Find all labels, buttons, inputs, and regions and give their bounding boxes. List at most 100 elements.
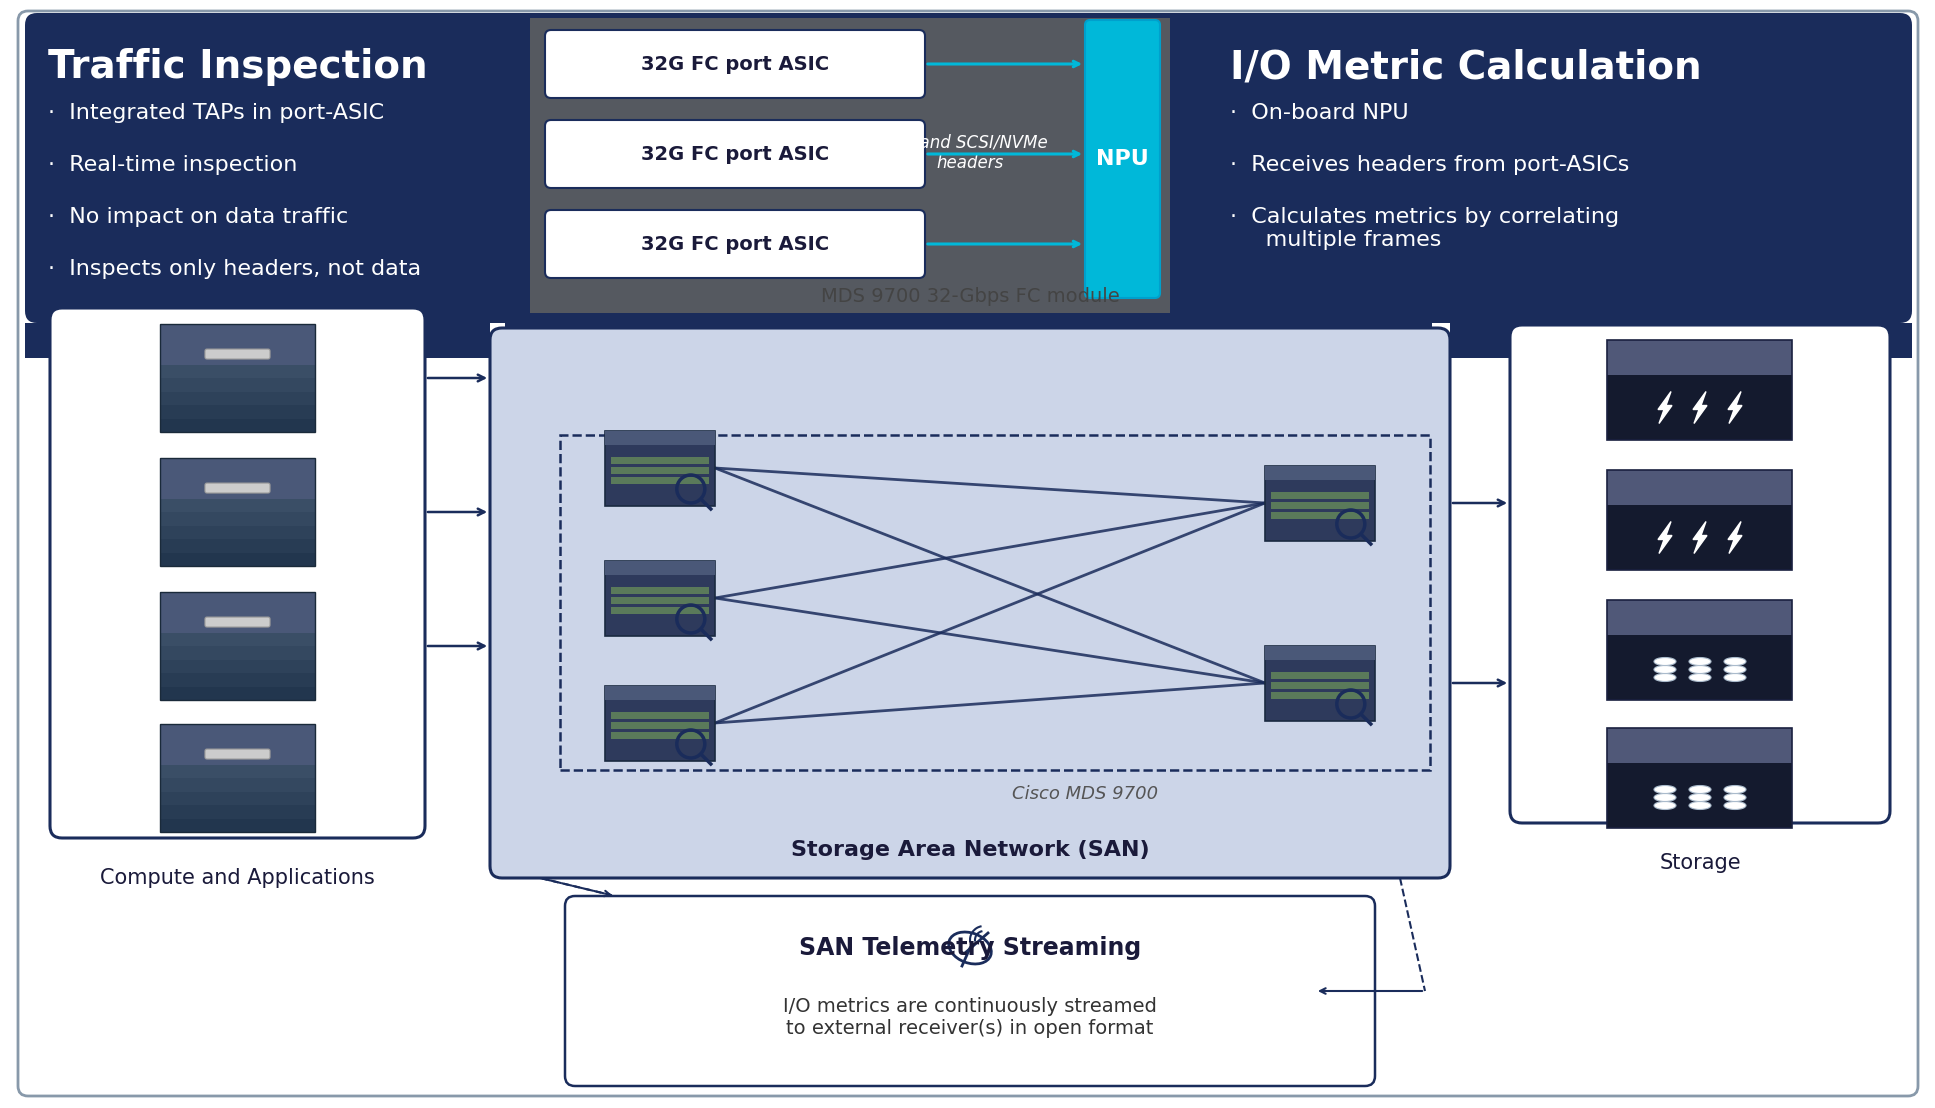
Bar bbox=[161, 512, 315, 526]
Ellipse shape bbox=[1724, 674, 1745, 681]
Bar bbox=[559, 435, 1430, 770]
FancyBboxPatch shape bbox=[490, 328, 1449, 878]
Bar bbox=[1608, 728, 1792, 828]
Bar bbox=[161, 792, 315, 806]
Bar bbox=[611, 721, 708, 728]
Ellipse shape bbox=[1689, 666, 1711, 674]
Bar bbox=[611, 466, 708, 473]
Bar bbox=[1608, 375, 1792, 440]
Text: FC and SCSI/NVMe
headers: FC and SCSI/NVMe headers bbox=[892, 134, 1047, 173]
Bar bbox=[1265, 646, 1376, 720]
Text: 32G FC port ASIC: 32G FC port ASIC bbox=[640, 144, 828, 164]
Bar bbox=[1608, 601, 1792, 700]
Bar bbox=[161, 646, 315, 660]
Bar bbox=[161, 499, 315, 512]
Text: ·  Receives headers from port-ASICs: · Receives headers from port-ASICs bbox=[1231, 155, 1629, 175]
Bar bbox=[161, 633, 315, 700]
Text: 32G FC port ASIC: 32G FC port ASIC bbox=[640, 54, 828, 73]
Bar bbox=[606, 686, 716, 699]
Bar bbox=[161, 392, 315, 406]
Bar bbox=[611, 586, 708, 594]
Ellipse shape bbox=[1724, 793, 1745, 801]
Bar bbox=[161, 458, 315, 499]
Text: ·  No impact on data traffic: · No impact on data traffic bbox=[48, 207, 348, 227]
Bar bbox=[606, 431, 716, 444]
Text: ·  Integrated TAPs in port-ASIC: · Integrated TAPs in port-ASIC bbox=[48, 103, 385, 123]
Bar bbox=[611, 606, 708, 614]
Bar bbox=[161, 765, 315, 779]
Bar bbox=[161, 406, 315, 419]
Bar bbox=[1608, 763, 1792, 828]
Bar bbox=[611, 711, 708, 718]
Text: Storage Area Network (SAN): Storage Area Network (SAN) bbox=[791, 840, 1149, 860]
FancyBboxPatch shape bbox=[546, 30, 925, 98]
Polygon shape bbox=[1658, 391, 1672, 423]
FancyBboxPatch shape bbox=[50, 308, 426, 838]
FancyBboxPatch shape bbox=[25, 13, 1912, 324]
Bar bbox=[161, 553, 315, 566]
Text: I/O Metric Calculation: I/O Metric Calculation bbox=[1231, 48, 1701, 86]
Bar bbox=[161, 526, 315, 540]
Polygon shape bbox=[1449, 324, 1912, 358]
Polygon shape bbox=[1728, 391, 1742, 423]
Bar bbox=[606, 686, 716, 760]
Bar bbox=[606, 561, 716, 636]
Ellipse shape bbox=[1724, 801, 1745, 810]
FancyBboxPatch shape bbox=[205, 483, 271, 493]
Bar bbox=[161, 592, 315, 633]
Bar bbox=[161, 365, 315, 379]
Ellipse shape bbox=[1689, 786, 1711, 793]
Text: ·  Inspects only headers, not data: · Inspects only headers, not data bbox=[48, 259, 422, 279]
FancyBboxPatch shape bbox=[1086, 20, 1159, 298]
FancyBboxPatch shape bbox=[17, 11, 1918, 1096]
Text: Compute and Applications: Compute and Applications bbox=[101, 868, 375, 888]
Text: MDS 9700 32-Gbps FC module: MDS 9700 32-Gbps FC module bbox=[820, 287, 1118, 306]
Bar bbox=[161, 724, 315, 832]
Ellipse shape bbox=[1654, 801, 1676, 810]
Bar bbox=[161, 633, 315, 646]
Bar bbox=[161, 592, 315, 700]
FancyBboxPatch shape bbox=[205, 617, 271, 627]
Bar bbox=[161, 674, 315, 687]
Bar bbox=[161, 724, 315, 765]
Ellipse shape bbox=[1724, 786, 1745, 793]
Bar bbox=[161, 660, 315, 674]
Ellipse shape bbox=[1654, 657, 1676, 666]
Bar bbox=[161, 765, 315, 832]
Bar bbox=[611, 476, 708, 483]
Bar bbox=[611, 731, 708, 739]
FancyBboxPatch shape bbox=[1509, 325, 1890, 823]
Ellipse shape bbox=[1654, 666, 1676, 674]
Bar bbox=[1271, 671, 1368, 678]
Bar bbox=[1271, 502, 1368, 509]
Bar bbox=[161, 419, 315, 432]
Bar bbox=[1608, 340, 1792, 375]
Bar bbox=[161, 687, 315, 700]
Bar bbox=[161, 365, 315, 432]
Text: ·  Real-time inspection: · Real-time inspection bbox=[48, 155, 298, 175]
Text: NPU: NPU bbox=[1095, 148, 1149, 170]
Bar bbox=[1608, 470, 1792, 570]
Text: Traffic Inspection: Traffic Inspection bbox=[48, 48, 428, 86]
Bar bbox=[1608, 340, 1792, 440]
Bar bbox=[1271, 492, 1368, 499]
Bar bbox=[1608, 505, 1792, 570]
Bar bbox=[161, 458, 315, 566]
FancyBboxPatch shape bbox=[205, 749, 271, 759]
Polygon shape bbox=[1693, 522, 1707, 554]
Text: ·  Calculates metrics by correlating
     multiple frames: · Calculates metrics by correlating mult… bbox=[1231, 207, 1620, 250]
Ellipse shape bbox=[1654, 793, 1676, 801]
Bar bbox=[611, 596, 708, 604]
Bar bbox=[1265, 465, 1376, 480]
FancyBboxPatch shape bbox=[205, 349, 271, 359]
Text: I/O metrics are continuously streamed
to external receiver(s) in open format: I/O metrics are continuously streamed to… bbox=[784, 997, 1157, 1038]
Bar bbox=[161, 379, 315, 392]
Bar bbox=[161, 324, 315, 365]
Text: 32G FC port ASIC: 32G FC port ASIC bbox=[640, 235, 828, 254]
Bar bbox=[606, 431, 716, 505]
Bar bbox=[1271, 681, 1368, 688]
Ellipse shape bbox=[1689, 674, 1711, 681]
Ellipse shape bbox=[1724, 657, 1745, 666]
Bar bbox=[1271, 512, 1368, 519]
Text: Cisco MDS 9700: Cisco MDS 9700 bbox=[1012, 784, 1159, 803]
